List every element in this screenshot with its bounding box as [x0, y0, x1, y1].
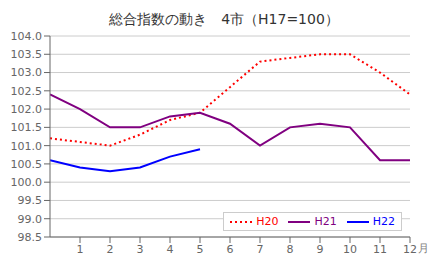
html-text:H22: H22 — [372, 215, 395, 228]
svg-text:101.0: 101.0 — [11, 140, 43, 153]
svg-text:4: 4 — [167, 243, 174, 256]
svg-text:11: 11 — [373, 243, 387, 256]
svg-text:8: 8 — [287, 243, 294, 256]
html-text:H20: H20 — [256, 215, 279, 228]
svg-text:10: 10 — [343, 243, 357, 256]
svg-text:100.5: 100.5 — [11, 158, 43, 171]
svg-text:101.5: 101.5 — [11, 121, 43, 134]
svg-text:1: 1 — [77, 243, 84, 256]
svg-text:98.5: 98.5 — [18, 231, 43, 244]
svg-text:12: 12 — [403, 243, 417, 256]
svg-text:102.5: 102.5 — [11, 85, 43, 98]
svg-text:7: 7 — [257, 243, 264, 256]
svg-text:103.5: 103.5 — [11, 48, 43, 61]
svg-text:100.0: 100.0 — [11, 176, 43, 189]
html-text:H21: H21 — [314, 215, 337, 228]
html-text:総合指数の動き 4市（H17=100）: 総合指数の動き 4市（H17=100） — [109, 11, 339, 27]
svg-text:103.0: 103.0 — [11, 66, 43, 79]
svg-text:月: 月 — [418, 242, 429, 255]
svg-text:102.0: 102.0 — [11, 103, 43, 116]
svg-text:5: 5 — [197, 243, 204, 256]
svg-text:6: 6 — [227, 243, 234, 256]
svg-text:9: 9 — [317, 243, 324, 256]
svg-text:99.5: 99.5 — [18, 194, 43, 207]
svg-text:2: 2 — [107, 243, 114, 256]
svg-text:3: 3 — [137, 243, 144, 256]
svg-text:104.0: 104.0 — [11, 30, 43, 43]
svg-text:99.0: 99.0 — [18, 213, 43, 226]
